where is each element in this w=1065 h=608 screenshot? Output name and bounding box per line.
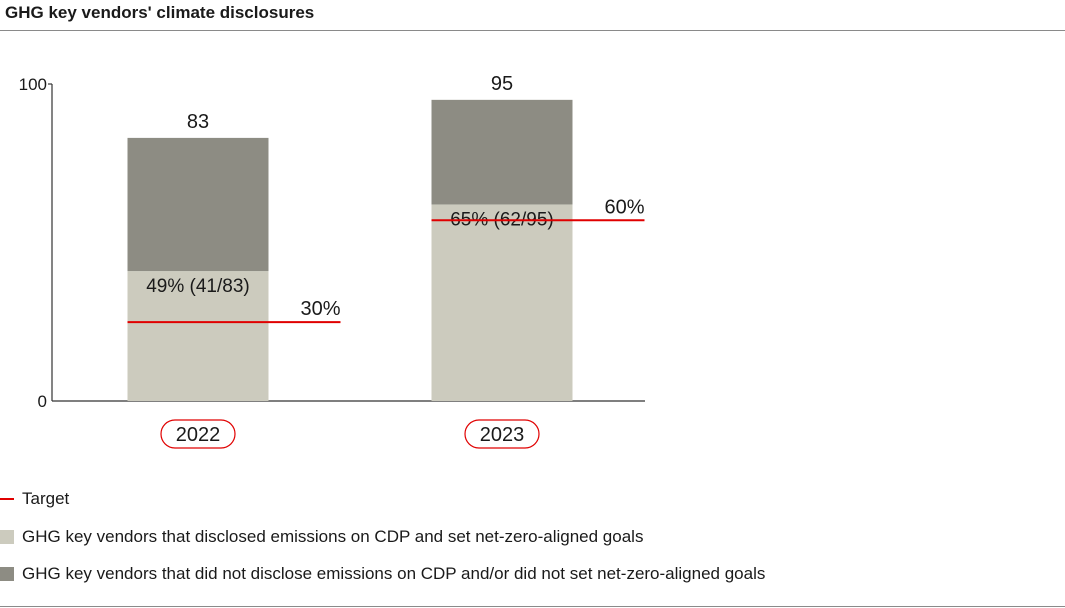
target-label: 30% [300, 298, 340, 320]
share-label: 49% (41/83) [146, 276, 250, 297]
bar-not-disclosed [127, 137, 269, 272]
disclosed-swatch [0, 530, 14, 544]
bar-not-disclosed [431, 99, 573, 205]
year-pill [464, 419, 540, 449]
chart-title: GHG key vendors' climate disclosures [5, 3, 315, 22]
x-tick-label: 2022 [176, 424, 221, 446]
legend-label-disclosed: GHG key vendors that disclosed emissions… [22, 527, 644, 546]
legend-label-target: Target [22, 489, 70, 508]
legend-label-not-disclosed: GHG key vendors that did not disclose em… [22, 564, 766, 583]
y-tick-label: 100 [19, 75, 47, 94]
bottom-divider [0, 606, 1065, 607]
bar-disclosed [127, 271, 269, 401]
target-line-swatch [0, 498, 14, 500]
total-label: 83 [187, 111, 209, 133]
x-tick-label: 2023 [480, 424, 525, 446]
legend-item-disclosed: GHG key vendors that disclosed emissions… [0, 526, 643, 548]
legend-item-target: Target [0, 488, 69, 510]
bar-disclosed [431, 204, 573, 401]
not-disclosed-swatch [0, 567, 14, 581]
year-pill [160, 419, 236, 449]
top-divider [0, 30, 1065, 31]
target-label: 60% [604, 196, 644, 218]
total-label: 95 [491, 73, 513, 95]
legend-item-not-disclosed: GHG key vendors that did not disclose em… [0, 563, 765, 585]
y-tick-label: 0 [38, 392, 47, 411]
